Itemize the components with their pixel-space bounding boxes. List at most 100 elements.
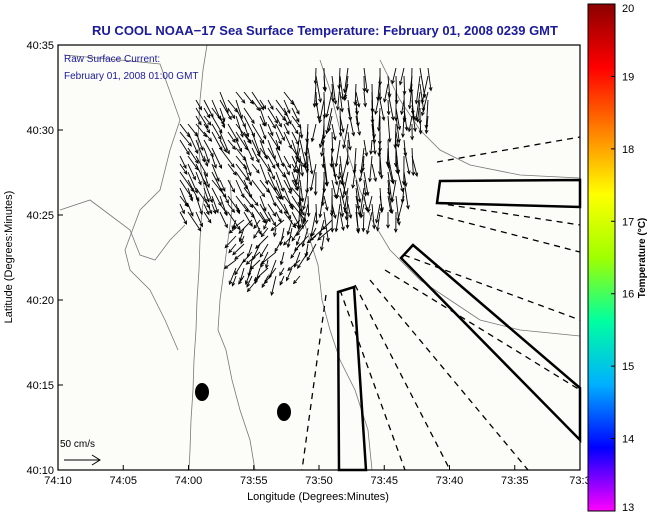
current-vector [179, 139, 190, 156]
current-vector [402, 75, 407, 96]
colorbar-tick-label: 14 [622, 434, 634, 446]
current-vector [203, 179, 214, 204]
current-vector [318, 187, 325, 219]
current-vector [203, 155, 209, 167]
current-vector [323, 211, 330, 243]
current-vector [243, 187, 259, 207]
current-vector [211, 115, 223, 134]
current-vector [358, 163, 365, 183]
y-tick-label: 40:20 [26, 295, 54, 307]
current-vector [238, 227, 245, 243]
current-vector [243, 163, 253, 187]
current-vector [291, 163, 298, 174]
current-vector [343, 83, 349, 99]
current-vector [234, 259, 245, 276]
current-vector [365, 211, 373, 235]
current-vector [342, 123, 349, 150]
buoy-marker-1 [195, 383, 209, 401]
colorbar-tick-label: 13 [622, 502, 634, 514]
current-vector [244, 267, 253, 285]
colorbar-tick-label: 15 [622, 361, 634, 373]
current-vector [251, 147, 260, 164]
current-vector [345, 211, 350, 230]
x-tick-label: 73:55 [240, 475, 268, 487]
current-vector [219, 147, 235, 168]
current-vector [323, 163, 329, 187]
current-vector [267, 155, 276, 170]
current-vector [291, 227, 301, 242]
current-vector [282, 235, 293, 246]
current-vector [362, 75, 367, 93]
current-vector [283, 123, 290, 136]
current-vector [383, 83, 389, 103]
current-vector [318, 219, 325, 237]
current-vector [231, 275, 237, 287]
current-vector [195, 171, 202, 186]
current-vector [355, 115, 362, 136]
current-vector [260, 251, 269, 269]
current-vector [292, 275, 301, 285]
current-vector [265, 259, 269, 269]
current-vector [286, 219, 293, 236]
current-vector [283, 131, 292, 150]
current-vector [355, 179, 362, 204]
current-vector [318, 131, 325, 149]
current-vector [396, 195, 405, 223]
current-vector [306, 195, 311, 218]
current-vector [363, 91, 368, 108]
current-vector [347, 131, 352, 151]
scale-vector: 50 cm/s [60, 439, 101, 466]
current-vector [263, 219, 269, 230]
current-vector [259, 211, 267, 224]
current-vector [368, 155, 373, 183]
current-vector [251, 99, 261, 112]
current-vector [337, 163, 341, 181]
current-vector [366, 195, 373, 213]
current-vector [203, 131, 213, 142]
current-vector [427, 67, 433, 92]
current-vector [224, 235, 237, 249]
current-vector [211, 203, 217, 215]
current-vector [179, 195, 189, 208]
current-vector [283, 203, 292, 220]
current-vector [195, 115, 202, 126]
contour-30m [319, 59, 581, 337]
current-vector [403, 107, 409, 132]
current-vector [261, 275, 269, 289]
current-vector [283, 163, 290, 176]
current-vector [219, 107, 226, 123]
current-vector [283, 107, 292, 125]
current-vector [223, 259, 237, 270]
current-vector [395, 115, 401, 144]
current-vector [283, 115, 289, 127]
current-vector [343, 187, 349, 212]
current-vector [311, 227, 317, 237]
current-vector [267, 163, 275, 181]
current-vector [245, 251, 261, 265]
current-vector [187, 147, 199, 165]
current-vector [243, 139, 254, 162]
current-vector [267, 107, 279, 124]
current-vector [395, 131, 400, 148]
current-vector [285, 267, 293, 282]
current-vector [275, 115, 282, 128]
current-vector [259, 115, 266, 127]
current-vector [219, 99, 232, 121]
current-vector [287, 259, 301, 271]
current-vector [291, 179, 299, 192]
current-vector [267, 123, 274, 137]
current-vector [179, 211, 187, 225]
current-vector [359, 203, 365, 219]
current-vector [363, 67, 369, 94]
scale-label: 50 cm/s [60, 439, 95, 450]
x-tick-label: 74:00 [175, 475, 203, 487]
current-vector [401, 155, 406, 186]
current-vector [260, 227, 269, 238]
current-vector [179, 203, 185, 215]
current-vector [187, 203, 194, 217]
plot-area: Raw Surface Current: February 01, 2008 0… [57, 44, 582, 472]
current-vector [219, 179, 226, 192]
current-vector [320, 139, 325, 158]
current-vector [279, 275, 285, 286]
